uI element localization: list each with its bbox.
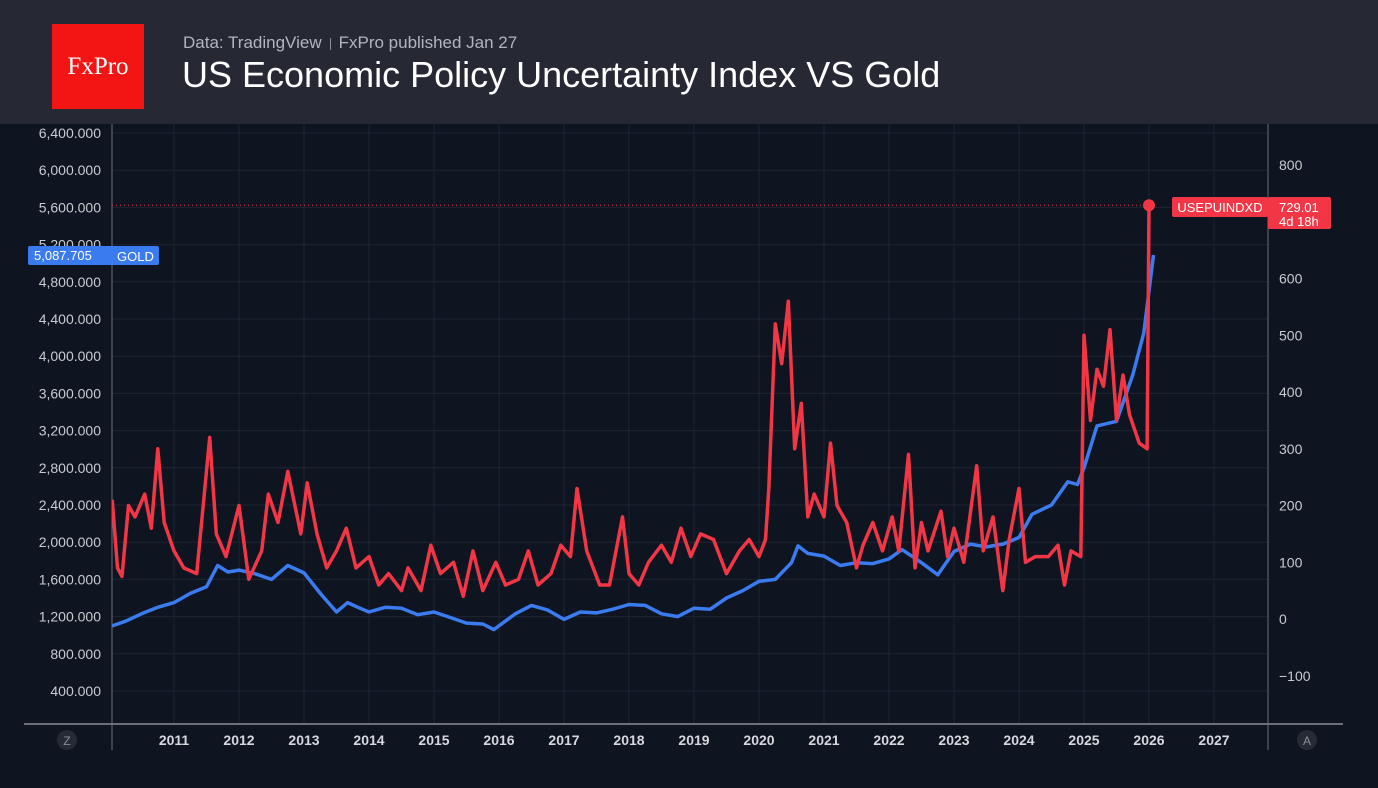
left-axis-tick-label: 2,800.000 [39, 460, 101, 476]
header: FxPro Data: TradingView FxPro published J… [0, 0, 1378, 124]
x-axis-tick-label: 2025 [1068, 732, 1099, 748]
left-axis-tick-label: 4,800.000 [39, 274, 101, 290]
gold-series-name-label: GOLD [117, 249, 154, 264]
right-axis-tick-label: 800 [1279, 157, 1303, 173]
x-axis-tick-label: 2015 [418, 732, 449, 748]
zoom-reset-button-bg [57, 730, 77, 750]
last-value-dot [1143, 199, 1155, 212]
right-axis-tick-label: 0 [1279, 611, 1287, 627]
zoom-reset-button[interactable]: Z [57, 730, 77, 750]
fxpro-logo: FxPro [52, 24, 144, 109]
series-line-gold [112, 254, 1156, 632]
gold-label-bg [28, 246, 159, 266]
left-axis-tick-label: 2,400.000 [39, 497, 101, 513]
left-axis-tick-label: 5,600.000 [39, 199, 101, 215]
x-axis-tick-label: 2011 [159, 732, 190, 748]
left-axis-tick-label: 6,000.000 [39, 162, 101, 178]
x-axis-tick-label: 2019 [678, 732, 709, 748]
left-axis-tick-label: 1,600.000 [39, 571, 101, 587]
x-axis-tick-label: 2026 [1133, 732, 1164, 748]
x-axis-tick-label: 2012 [223, 732, 254, 748]
right-axis-tick-label: 500 [1279, 327, 1303, 343]
right-axis-tick-label: 600 [1279, 271, 1303, 287]
x-axis-tick-label: 2023 [938, 732, 969, 748]
x-axis-tick-label: 2014 [353, 732, 384, 748]
data-source: Data: TradingView [183, 33, 322, 52]
auto-scale-button[interactable]: A [1297, 730, 1317, 750]
page-title: US Economic Policy Uncertainty Index VS … [182, 54, 941, 95]
x-axis-tick-label: 2018 [613, 732, 644, 748]
series-name-label-bg [1172, 197, 1268, 217]
x-axis-tick-label: 2016 [483, 732, 514, 748]
left-axis-tick-label: 4,000.000 [39, 348, 101, 364]
right-axis-tick-label: 100 [1279, 554, 1303, 570]
left-axis-tick-label: 800.000 [50, 646, 101, 662]
last-value-label-bg [1268, 197, 1331, 229]
published-date: FxPro published Jan 27 [338, 33, 518, 52]
countdown-label: 4d 18h [1279, 214, 1319, 229]
separator [329, 37, 331, 50]
subtitle: Data: TradingView FxPro published Jan 27 [183, 33, 517, 53]
left-axis-tick-label: 2,000.000 [39, 534, 101, 550]
x-axis-tick-label: 2022 [873, 732, 904, 748]
zoom-reset-button-label: Z [63, 734, 70, 748]
x-axis-tick-label: 2020 [743, 732, 774, 748]
x-axis-tick-label: 2017 [548, 732, 579, 748]
left-axis-tick-label: 4,400.000 [39, 311, 101, 327]
x-axis-tick-label: 2021 [808, 732, 839, 748]
left-axis-tick-label: 3,200.000 [39, 423, 101, 439]
left-axis-tick-label: 6,400.000 [39, 125, 101, 141]
gold-last-value-label: 5,087.705 [34, 248, 92, 263]
left-axis-tick-label: 3,600.000 [39, 385, 101, 401]
auto-scale-button-bg [1297, 730, 1317, 750]
last-value-label: 729.01 [1279, 200, 1319, 215]
x-axis-tick-label: 2013 [288, 732, 319, 748]
x-axis-tick-label: 2024 [1003, 732, 1034, 748]
series-line-usepuindxd [112, 205, 1151, 599]
auto-scale-button-label: A [1303, 734, 1311, 748]
right-axis-tick-label: 300 [1279, 441, 1303, 457]
right-axis-tick-label: 200 [1279, 498, 1303, 514]
x-axis-tick-label: 2027 [1198, 732, 1229, 748]
right-axis-tick-label: 400 [1279, 384, 1303, 400]
left-axis-tick-label: 400.000 [50, 683, 101, 699]
right-axis-tick-label: −100 [1279, 668, 1311, 684]
left-axis-tick-label: 1,200.000 [39, 609, 101, 625]
series-name-label: USEPUINDXD [1177, 200, 1262, 215]
